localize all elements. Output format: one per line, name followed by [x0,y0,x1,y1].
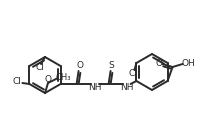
Text: Cl: Cl [36,63,44,72]
Text: NH: NH [120,84,133,93]
Text: O: O [76,62,83,70]
Text: OH: OH [182,58,195,67]
Text: NH: NH [88,84,101,93]
Text: CH₃: CH₃ [55,72,71,81]
Text: Cl: Cl [129,70,138,79]
Text: Cl: Cl [13,77,22,86]
Text: O: O [155,58,162,67]
Text: S: S [109,62,114,70]
Text: O: O [45,74,51,84]
